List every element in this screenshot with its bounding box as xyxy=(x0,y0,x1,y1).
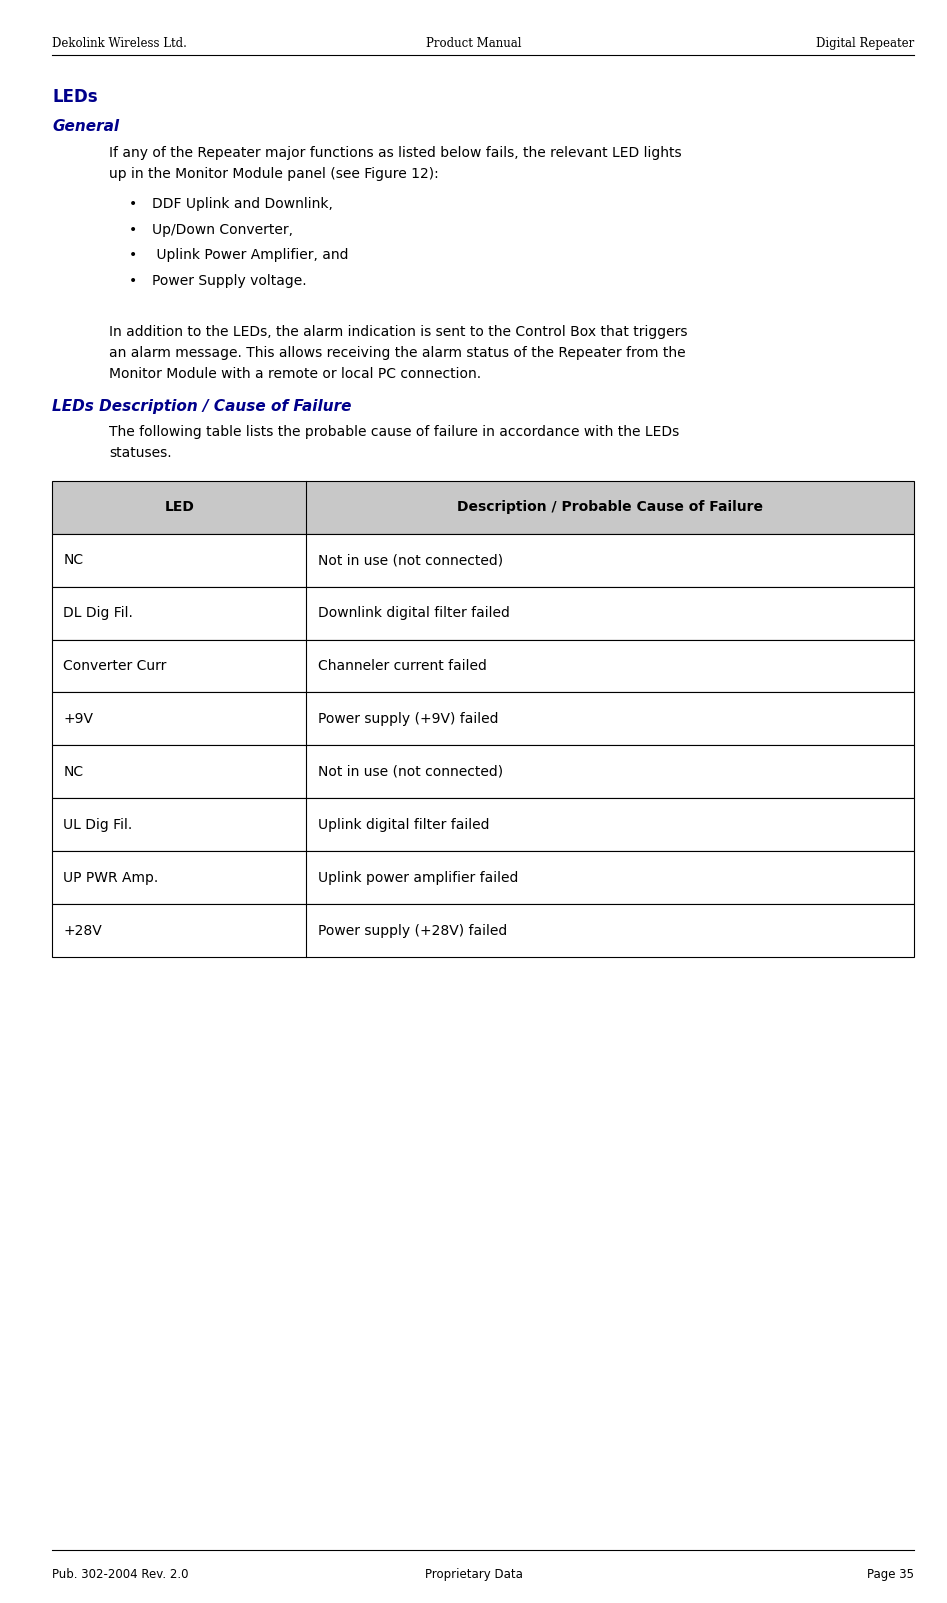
Bar xyxy=(52,587,914,640)
Text: Description / Probable Cause of Failure: Description / Probable Cause of Failure xyxy=(457,500,763,515)
Text: Downlink digital filter failed: Downlink digital filter failed xyxy=(317,606,509,620)
Text: Power supply (+9V) failed: Power supply (+9V) failed xyxy=(317,712,498,726)
Text: •: • xyxy=(129,248,136,263)
Text: General: General xyxy=(52,119,119,133)
Text: LED: LED xyxy=(164,500,194,515)
Text: Converter Curr: Converter Curr xyxy=(63,659,167,673)
Text: In addition to the LEDs, the alarm indication is sent to the Control Box that tr: In addition to the LEDs, the alarm indic… xyxy=(109,325,688,340)
Text: NC: NC xyxy=(63,553,83,567)
Text: Power Supply voltage.: Power Supply voltage. xyxy=(152,274,306,289)
Bar xyxy=(52,904,914,957)
Text: The following table lists the probable cause of failure in accordance with the L: The following table lists the probable c… xyxy=(109,425,679,439)
Text: Monitor Module with a remote or local PC connection.: Monitor Module with a remote or local PC… xyxy=(109,367,481,382)
Text: Not in use (not connected): Not in use (not connected) xyxy=(317,553,503,567)
Bar xyxy=(52,640,914,692)
Text: Not in use (not connected): Not in use (not connected) xyxy=(317,765,503,779)
Text: •: • xyxy=(129,223,136,237)
Bar xyxy=(52,745,914,798)
Bar xyxy=(52,534,914,587)
Text: Page 35: Page 35 xyxy=(867,1568,914,1581)
Text: Power supply (+28V) failed: Power supply (+28V) failed xyxy=(317,923,507,938)
Text: an alarm message. This allows receiving the alarm status of the Repeater from th: an alarm message. This allows receiving … xyxy=(109,346,686,361)
Text: LEDs Description / Cause of Failure: LEDs Description / Cause of Failure xyxy=(52,399,351,414)
Text: LEDs: LEDs xyxy=(52,88,98,106)
Text: •: • xyxy=(129,197,136,212)
Text: Digital Repeater: Digital Repeater xyxy=(815,37,914,50)
Text: Proprietary Data: Proprietary Data xyxy=(424,1568,523,1581)
Text: Product Manual: Product Manual xyxy=(426,37,521,50)
Text: Uplink digital filter failed: Uplink digital filter failed xyxy=(317,818,490,832)
Text: DL Dig Fil.: DL Dig Fil. xyxy=(63,606,134,620)
Text: statuses.: statuses. xyxy=(109,446,171,460)
Text: Channeler current failed: Channeler current failed xyxy=(317,659,487,673)
Bar xyxy=(52,798,914,851)
Bar xyxy=(52,481,914,534)
Text: Pub. 302-2004 Rev. 2.0: Pub. 302-2004 Rev. 2.0 xyxy=(52,1568,188,1581)
Text: Dekolink Wireless Ltd.: Dekolink Wireless Ltd. xyxy=(52,37,187,50)
Text: NC: NC xyxy=(63,765,83,779)
Text: +28V: +28V xyxy=(63,923,102,938)
Text: up in the Monitor Module panel (see Figure 12):: up in the Monitor Module panel (see Figu… xyxy=(109,167,438,181)
Text: UP PWR Amp.: UP PWR Amp. xyxy=(63,870,159,885)
Bar xyxy=(52,851,914,904)
Text: Uplink Power Amplifier, and: Uplink Power Amplifier, and xyxy=(152,248,348,263)
Bar xyxy=(52,692,914,745)
Text: UL Dig Fil.: UL Dig Fil. xyxy=(63,818,133,832)
Text: DDF Uplink and Downlink,: DDF Uplink and Downlink, xyxy=(152,197,332,212)
Text: Uplink power amplifier failed: Uplink power amplifier failed xyxy=(317,870,518,885)
Text: Up/Down Converter,: Up/Down Converter, xyxy=(152,223,293,237)
Text: +9V: +9V xyxy=(63,712,94,726)
Text: •: • xyxy=(129,274,136,289)
Text: If any of the Repeater major functions as listed below fails, the relevant LED l: If any of the Repeater major functions a… xyxy=(109,146,682,160)
